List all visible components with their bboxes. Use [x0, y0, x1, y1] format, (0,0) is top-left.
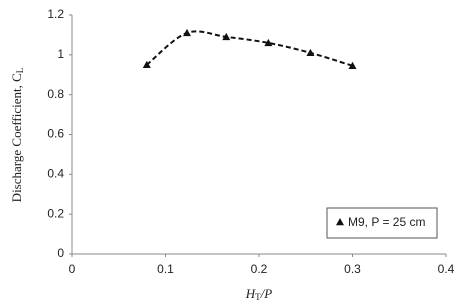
x-tick-label: 0.4	[438, 262, 455, 276]
marker	[142, 60, 151, 68]
legend-marker	[336, 218, 344, 226]
marker	[348, 61, 357, 69]
x-tick-label: 0.3	[344, 262, 361, 276]
y-tick-label: 1.2	[47, 7, 64, 21]
y-tick-label: 0.4	[47, 167, 64, 181]
y-label-text: Discharge Coefficient, C	[9, 73, 24, 202]
x-tick-label: 0.2	[251, 262, 268, 276]
marker	[222, 32, 231, 41]
y-axis-label: Discharge Coefficient, CL	[9, 68, 25, 203]
x-tick-label: 0	[69, 262, 76, 276]
trend-line	[146, 30, 353, 67]
y-tick-label: 0.2	[47, 206, 64, 220]
x-label-text: H	[245, 286, 256, 301]
y-tick-label: 0.6	[47, 127, 64, 141]
y-tick-label: 0	[57, 246, 64, 260]
x-axis-label: HT/P	[245, 286, 273, 302]
marker	[264, 38, 273, 47]
x-tick-label: 0.1	[157, 262, 174, 276]
x-label-sub: T	[255, 292, 261, 302]
legend-label: M9, P = 25 cm	[348, 215, 425, 229]
marker	[306, 48, 315, 57]
y-tick-label: 0.8	[47, 87, 64, 101]
y-tick-label: 1	[57, 47, 64, 61]
marker	[183, 28, 192, 37]
legend-box	[326, 207, 438, 239]
x-label-text: /P	[260, 286, 273, 301]
y-label-sub: L	[15, 68, 25, 74]
